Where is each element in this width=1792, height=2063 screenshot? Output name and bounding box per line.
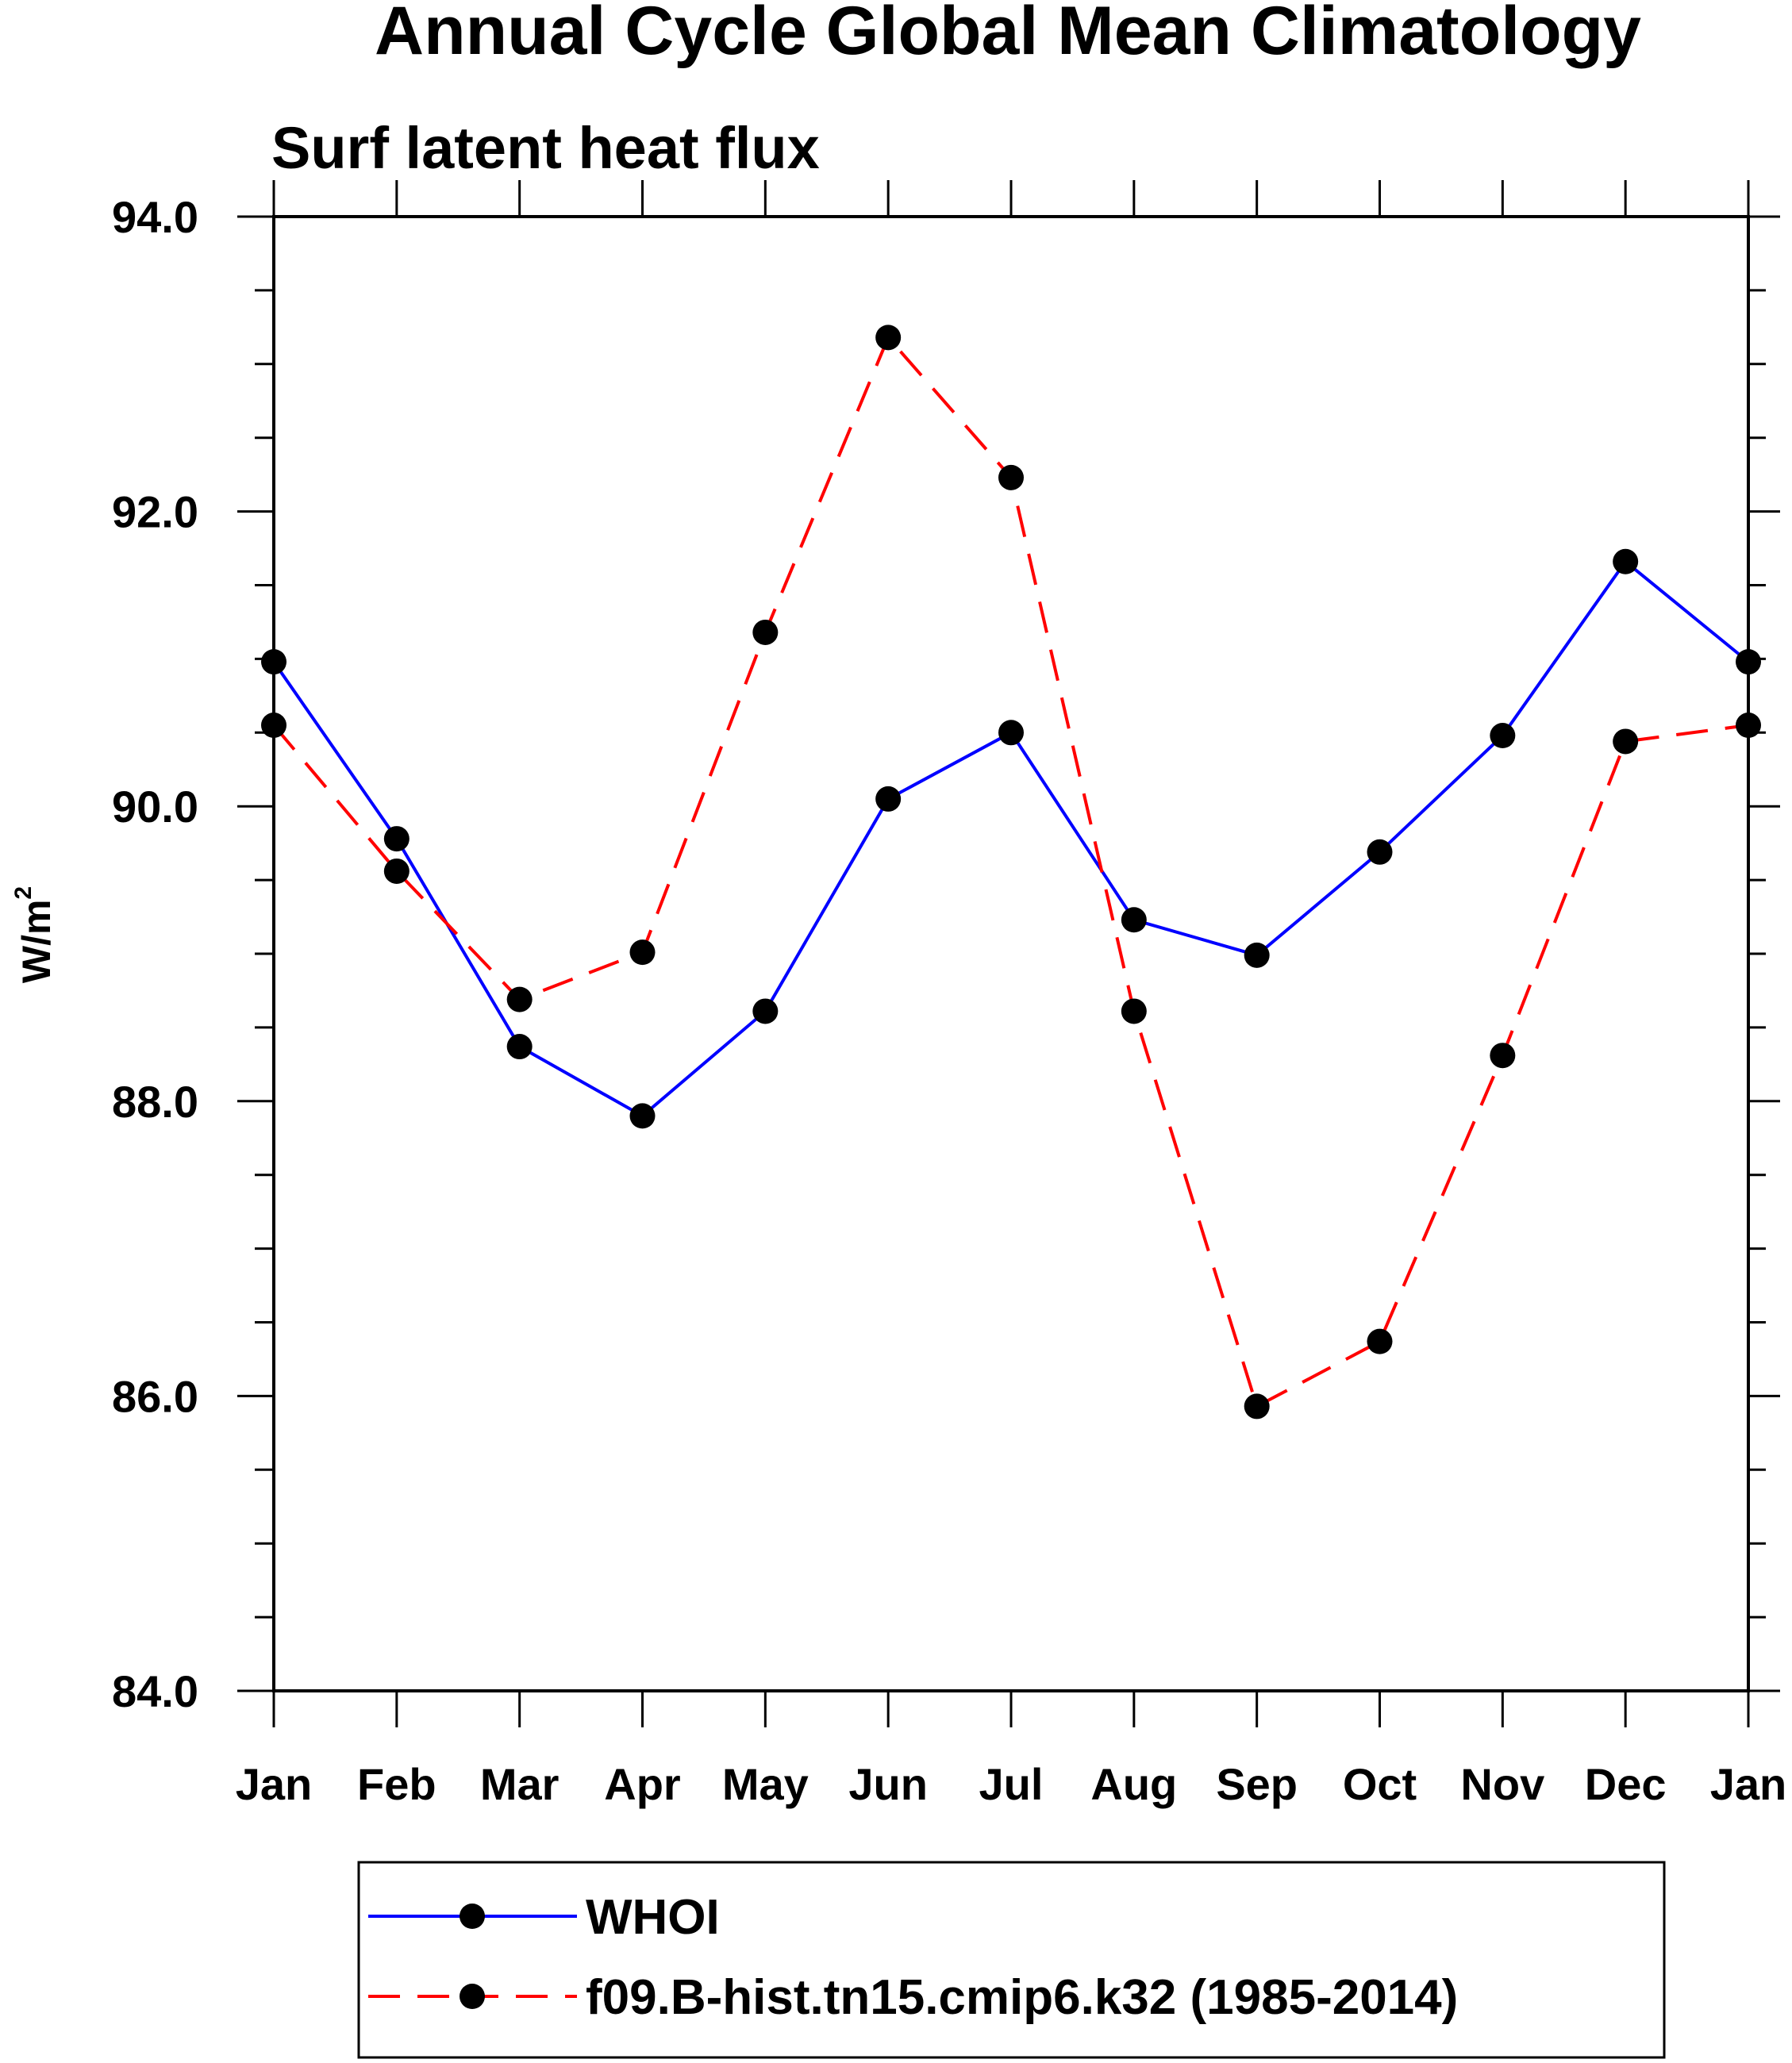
legend-item: f09.B-hist.tn15.cmip6.k32 (1985-2014) bbox=[368, 1970, 1458, 2025]
y-tick-label: 92.0 bbox=[112, 487, 198, 537]
data-point bbox=[752, 619, 779, 645]
legend-items: WHOI f09.B-hist.tn15.cmip6.k32 (1985-2014… bbox=[368, 1890, 1458, 2025]
data-point bbox=[383, 826, 410, 852]
x-tick-label: Nov bbox=[1460, 1759, 1544, 1809]
data-point bbox=[1244, 942, 1270, 968]
axis-ticks bbox=[237, 180, 1780, 1727]
data-point bbox=[998, 464, 1024, 490]
y-axis-label-superscript: 2 bbox=[10, 886, 37, 900]
data-point bbox=[629, 939, 656, 966]
y-axis-label-text: W/m bbox=[14, 900, 59, 984]
x-tick-label: Apr bbox=[604, 1759, 680, 1809]
data-point bbox=[1367, 839, 1393, 865]
chart-title: Annual Cycle Global Mean Climatology bbox=[375, 0, 1641, 69]
legend: WHOI f09.B-hist.tn15.cmip6.k32 (1985-2014… bbox=[357, 1861, 1666, 2059]
y-axis-label: W/m2 bbox=[10, 886, 59, 983]
legend-item: WHOI bbox=[368, 1890, 720, 1945]
data-point bbox=[629, 1103, 656, 1129]
x-tick-label: Oct bbox=[1343, 1759, 1417, 1809]
svg-text:W/m2: W/m2 bbox=[10, 886, 59, 983]
data-point bbox=[383, 858, 410, 884]
data-point bbox=[1367, 1328, 1393, 1354]
series-1 bbox=[261, 548, 1761, 1129]
x-tick-label: Dec bbox=[1585, 1759, 1667, 1809]
data-point bbox=[1490, 723, 1516, 749]
x-tick-label: Aug bbox=[1090, 1759, 1177, 1809]
data-point bbox=[1121, 998, 1147, 1024]
plot-frame bbox=[272, 215, 1750, 1692]
data-point bbox=[1490, 1043, 1516, 1069]
legend-marker bbox=[460, 1904, 485, 1929]
data-point bbox=[506, 1034, 533, 1060]
data-point bbox=[1613, 548, 1639, 574]
series-layer bbox=[261, 325, 1761, 1420]
data-point bbox=[752, 998, 779, 1024]
data-point bbox=[875, 325, 902, 351]
x-tick-label: Jun bbox=[848, 1759, 928, 1809]
y-tick-label: 88.0 bbox=[112, 1077, 198, 1127]
data-point bbox=[875, 786, 902, 812]
x-tick-label: Feb bbox=[357, 1759, 436, 1809]
y-tick-label: 90.0 bbox=[112, 782, 198, 832]
chart-subtitle: Surf latent heat flux bbox=[271, 115, 820, 181]
x-tick-label: May bbox=[722, 1759, 809, 1809]
legend-marker bbox=[460, 1984, 485, 2009]
data-point bbox=[1613, 728, 1639, 755]
x-tick-label: Jan bbox=[236, 1759, 313, 1809]
tick-labels: Jan Feb Mar Apr May Jun Jul Aug Sep Oct Nov Dec Jan 8… bbox=[112, 192, 1786, 1809]
y-tick-label: 86.0 bbox=[112, 1371, 198, 1421]
series-2 bbox=[261, 325, 1761, 1420]
x-tick-label: Mar bbox=[480, 1759, 560, 1809]
series-line bbox=[272, 559, 1750, 1118]
y-tick-label: 94.0 bbox=[112, 192, 198, 242]
legend-label: f09.B-hist.tn15.cmip6.k32 (1985-2014) bbox=[586, 1970, 1458, 2025]
x-tick-label: Jan bbox=[1710, 1759, 1787, 1809]
x-tick-label: Jul bbox=[979, 1759, 1044, 1809]
y-tick-label: 84.0 bbox=[112, 1666, 198, 1716]
data-point bbox=[506, 986, 533, 1012]
data-point bbox=[998, 720, 1024, 746]
series-line bbox=[272, 334, 1749, 1409]
data-point bbox=[1121, 907, 1147, 933]
legend-label: WHOI bbox=[586, 1890, 720, 1945]
x-tick-label: Sep bbox=[1216, 1759, 1298, 1809]
legend-box bbox=[357, 1861, 1666, 2059]
data-point bbox=[1244, 1393, 1270, 1420]
